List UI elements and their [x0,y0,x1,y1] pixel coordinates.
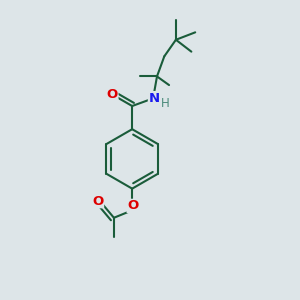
Text: O: O [92,195,104,208]
Text: N: N [148,92,160,105]
Text: H: H [161,97,170,110]
Text: O: O [127,200,138,212]
Text: O: O [107,88,118,101]
